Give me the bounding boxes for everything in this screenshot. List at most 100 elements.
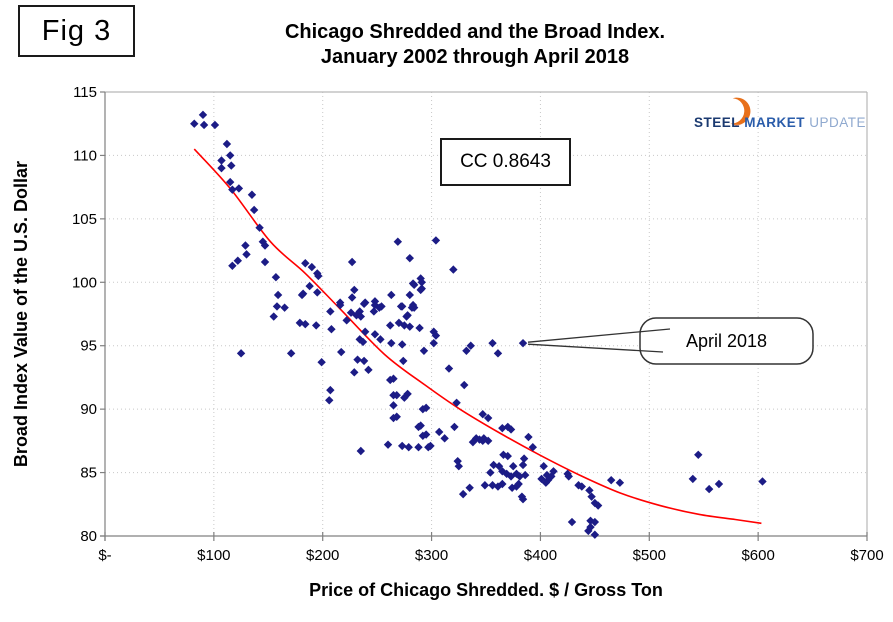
data-point <box>347 257 357 267</box>
logo-crescent-icon <box>730 97 751 126</box>
data-point <box>404 443 413 452</box>
data-point <box>506 425 516 434</box>
data-point <box>272 302 282 311</box>
data-point <box>414 422 423 432</box>
logo-words: STEEL MARKET UPDATE <box>694 115 869 130</box>
data-point <box>397 302 407 311</box>
data-point <box>514 479 523 489</box>
data-point <box>335 300 345 310</box>
data-point <box>228 185 237 194</box>
data-point <box>286 349 296 358</box>
data-point <box>518 460 528 470</box>
data-point <box>458 489 468 499</box>
data-point <box>389 374 398 383</box>
svg-text:115: 115 <box>73 84 97 101</box>
data-point <box>539 462 548 471</box>
data-point <box>585 486 594 495</box>
svg-text:$200: $200 <box>306 547 339 564</box>
svg-text:$-: $- <box>98 547 111 564</box>
svg-text:$500: $500 <box>633 547 666 564</box>
data-point <box>586 522 595 532</box>
data-point <box>590 530 600 539</box>
data-point <box>217 163 226 173</box>
data-point <box>389 401 398 410</box>
data-point <box>387 290 396 300</box>
data-point <box>301 319 310 329</box>
data-point <box>518 338 528 348</box>
data-point <box>356 446 366 456</box>
data-point <box>606 475 616 485</box>
data-point <box>537 474 546 484</box>
data-point <box>337 347 346 357</box>
data-point <box>397 340 407 349</box>
data-point <box>222 139 232 149</box>
data-point <box>313 288 322 297</box>
data-point <box>758 477 767 486</box>
data-point <box>440 434 449 443</box>
data-point <box>590 498 600 508</box>
data-point <box>359 356 369 366</box>
data-point <box>541 478 551 487</box>
data-point <box>577 482 586 491</box>
data-point <box>234 184 244 193</box>
data-point <box>241 241 250 250</box>
data-point <box>353 355 362 364</box>
data-point <box>350 285 359 295</box>
data-point <box>260 241 270 250</box>
data-point <box>399 356 408 366</box>
svg-text:95: 95 <box>80 338 97 355</box>
data-point <box>524 432 533 442</box>
data-point <box>210 120 220 130</box>
trend-line <box>193 148 762 525</box>
data-point <box>271 273 281 282</box>
data-point <box>615 478 625 487</box>
x-tick-labels: $- $100 $200 $300 $400 $500 $600 $700 <box>98 547 883 564</box>
data-point <box>418 404 428 414</box>
data-point <box>260 257 270 267</box>
data-point <box>688 474 698 484</box>
data-point <box>454 462 463 471</box>
data-point <box>405 322 414 331</box>
logo-word-market: MARKET <box>744 115 806 130</box>
data-point <box>249 205 259 215</box>
data-point <box>409 303 419 312</box>
data-point <box>376 335 385 344</box>
data-point <box>449 265 458 274</box>
data-point <box>280 303 289 312</box>
data-point <box>327 325 336 334</box>
data-point <box>358 337 368 347</box>
data-point <box>233 256 243 265</box>
data-point <box>460 380 469 390</box>
data-point <box>225 177 235 187</box>
data-point <box>389 413 398 423</box>
data-point <box>198 110 208 120</box>
data-point <box>493 482 503 491</box>
data-point <box>369 307 379 316</box>
svg-text:$400: $400 <box>524 547 557 564</box>
data-point <box>468 437 478 447</box>
data-point <box>405 253 414 263</box>
logo-word-update: UPDATE <box>809 115 867 130</box>
correlation-value: CC 0.8643 <box>460 151 551 172</box>
data-point <box>466 341 475 350</box>
data-point <box>227 161 236 170</box>
data-point <box>584 526 593 536</box>
data-point <box>528 443 538 452</box>
data-point <box>225 151 235 160</box>
data-point <box>242 250 251 259</box>
scatter-points <box>190 110 767 539</box>
data-point <box>483 413 493 423</box>
data-point <box>512 482 521 491</box>
data-point <box>586 516 595 525</box>
data-point <box>416 285 425 295</box>
data-point <box>217 156 226 165</box>
data-point <box>405 290 414 300</box>
svg-text:105: 105 <box>72 211 97 228</box>
data-point <box>297 290 307 300</box>
data-point <box>269 312 278 321</box>
svg-text:$600: $600 <box>741 547 774 564</box>
data-point <box>431 331 441 340</box>
data-point <box>342 316 351 325</box>
data-point <box>393 237 403 246</box>
